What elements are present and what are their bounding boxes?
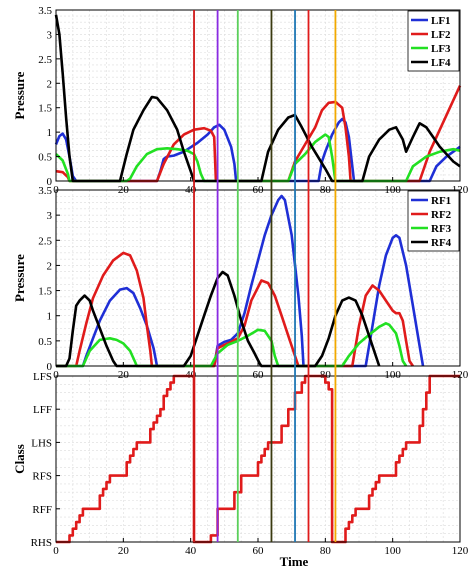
y-tick-label: 3 (47, 210, 53, 222)
series-line-lf3 (55, 133, 461, 183)
y-tick-label: LFS (33, 371, 52, 383)
legend-label: RF2 (431, 209, 452, 221)
y-tick-label: 2 (47, 78, 53, 90)
x-tick-label: 100 (384, 369, 401, 381)
y-tick-label: RHS (31, 537, 52, 549)
y-tick-label: 1 (47, 311, 53, 323)
series-line-rf3 (56, 322, 408, 368)
legend-label: RF3 (431, 223, 452, 235)
y-tick-label: RFS (32, 471, 52, 483)
y-tick-label: 0 (47, 361, 53, 373)
x-tick-label: 0 (53, 369, 59, 381)
x-tick-label: 20 (118, 369, 130, 381)
legend-label: LF4 (431, 57, 451, 69)
x-tick-label: 100 (384, 545, 401, 557)
y-tick-label: LHS (31, 437, 52, 449)
legend-label: RF4 (431, 237, 452, 249)
panel-middle: 00.511.522.533.50 20 40 60 80 100 120PressureR… (12, 185, 469, 381)
x-tick-label: 60 (253, 545, 265, 557)
panel-top: 00.511.522.533.5020406080100120PressureL… (12, 5, 469, 196)
y-tick-label: 3.5 (38, 5, 52, 17)
series-line-lf4 (54, 14, 461, 183)
series-line-rf4 (56, 270, 381, 368)
x-tick-label: 0 (53, 545, 59, 557)
y-axis-label: Pressure (12, 254, 27, 302)
legend-label: LF1 (431, 15, 451, 27)
y-tick-label: 1.5 (38, 286, 52, 298)
event-markers (193, 10, 337, 542)
y-tick-label: 0 (47, 176, 53, 188)
y-tick-label: 2.5 (38, 235, 52, 247)
x-tick-label: 20 (118, 545, 130, 557)
legend-label: RF1 (431, 195, 451, 207)
x-tick-label: 120 (452, 369, 469, 381)
legend: RF1 RF2 RF3 RF4 (407, 190, 460, 252)
y-tick-label: 3.5 (38, 185, 52, 197)
legend: LF1 LF2 LF3 LF4 (407, 10, 460, 72)
x-tick-label: 80 (320, 545, 332, 557)
x-tick-label: 120 (452, 545, 469, 557)
y-tick-label: 2.5 (38, 54, 52, 66)
legend-label: LF3 (431, 43, 451, 55)
x-axis-label: Time (280, 554, 309, 569)
x-tick-label: 60 (253, 369, 265, 381)
y-tick-label: LFF (33, 404, 52, 416)
series-line-rf1 (56, 194, 425, 368)
x-tick-label: 40 (185, 545, 197, 557)
series-line-class (56, 374, 460, 544)
y-tick-label: 1.5 (38, 103, 52, 115)
y-axis-label: Class (12, 444, 27, 474)
y-tick-label: 3 (47, 29, 53, 41)
y-axis-label: Pressure (12, 71, 27, 119)
y-tick-label: RFF (32, 504, 52, 516)
y-tick-label: 0.5 (38, 336, 52, 348)
series-line-rf2 (56, 251, 414, 368)
y-tick-label: 0.5 (38, 152, 52, 164)
y-tick-label: 1 (47, 127, 53, 139)
y-tick-label: 2 (47, 260, 53, 272)
legend-label: LF2 (431, 29, 451, 41)
